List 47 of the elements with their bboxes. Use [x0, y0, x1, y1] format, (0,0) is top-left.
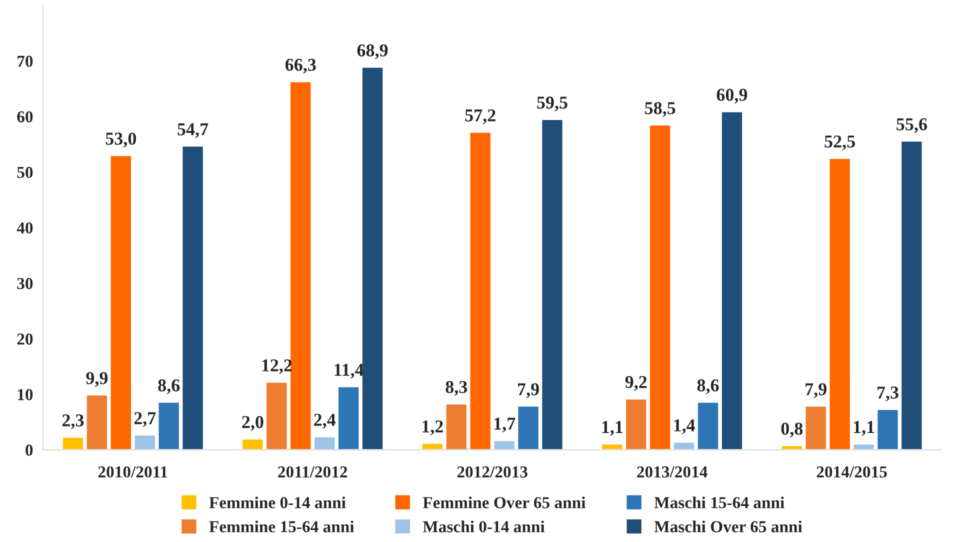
data-label: 2,0	[242, 416, 264, 431]
data-label: 60,9	[716, 88, 748, 104]
data-label: 8,6	[158, 379, 180, 394]
data-label: 52,5	[824, 135, 855, 150]
y-tick-label: 20	[17, 333, 33, 345]
data-label: 1,1	[854, 421, 874, 436]
legend-label: Femmine 0-14 anni	[209, 496, 346, 508]
data-label: 59,5	[537, 96, 568, 112]
y-tick-label: 0	[26, 444, 33, 456]
legend-label: Femmine 15-64 anni	[209, 520, 354, 532]
y-tick-label: 70	[18, 56, 33, 67]
y-tick-label: 40	[16, 222, 33, 234]
y-tick-label: 30	[17, 278, 33, 290]
data-label: 7,3	[877, 386, 898, 402]
data-label: 8,6	[697, 379, 719, 394]
x-tick-label: 2014/2015	[816, 466, 887, 478]
data-label: 55,6	[896, 118, 927, 133]
data-label: 53,0	[106, 132, 136, 148]
data-label: 68,9	[357, 44, 388, 60]
data-label: 1,1	[602, 421, 623, 436]
data-label: 7,9	[806, 383, 826, 398]
y-tick-label: 60	[17, 111, 33, 122]
data-label: 2,7	[134, 412, 156, 427]
data-label: 9,9	[86, 372, 108, 387]
data-label: 57,2	[465, 109, 496, 124]
data-label: 58,5	[645, 102, 676, 117]
data-label: 1,4	[674, 419, 695, 434]
legend-label: Maschi 15-64 anni	[654, 496, 784, 508]
data-label: 2,4	[314, 414, 336, 429]
x-tick-label: 2012/2013	[457, 466, 528, 478]
data-label: 7,9	[518, 383, 539, 398]
data-label: 2,3	[62, 414, 84, 430]
data-label: 8,3	[446, 380, 468, 396]
x-tick-label: 2013/2014	[637, 466, 708, 478]
legend-label: Femmine Over 65 anni	[422, 496, 586, 508]
data-label: 9,2	[625, 376, 647, 391]
legend-label: Maschi Over 65 anni	[654, 520, 802, 532]
data-label: 1,7	[494, 418, 516, 432]
x-tick-label: 2011/2012	[278, 466, 348, 478]
y-tick-label: 10	[18, 389, 33, 400]
x-tick-label: 2010/2011	[98, 466, 168, 478]
data-label: 0,8	[781, 422, 803, 438]
y-tick-label: 50	[17, 166, 33, 178]
data-label: 54,7	[178, 123, 208, 138]
data-label: 1,2	[422, 420, 443, 436]
legend-label: Maschi 0-14 anni	[422, 520, 545, 532]
data-label: 66,3	[285, 58, 316, 74]
